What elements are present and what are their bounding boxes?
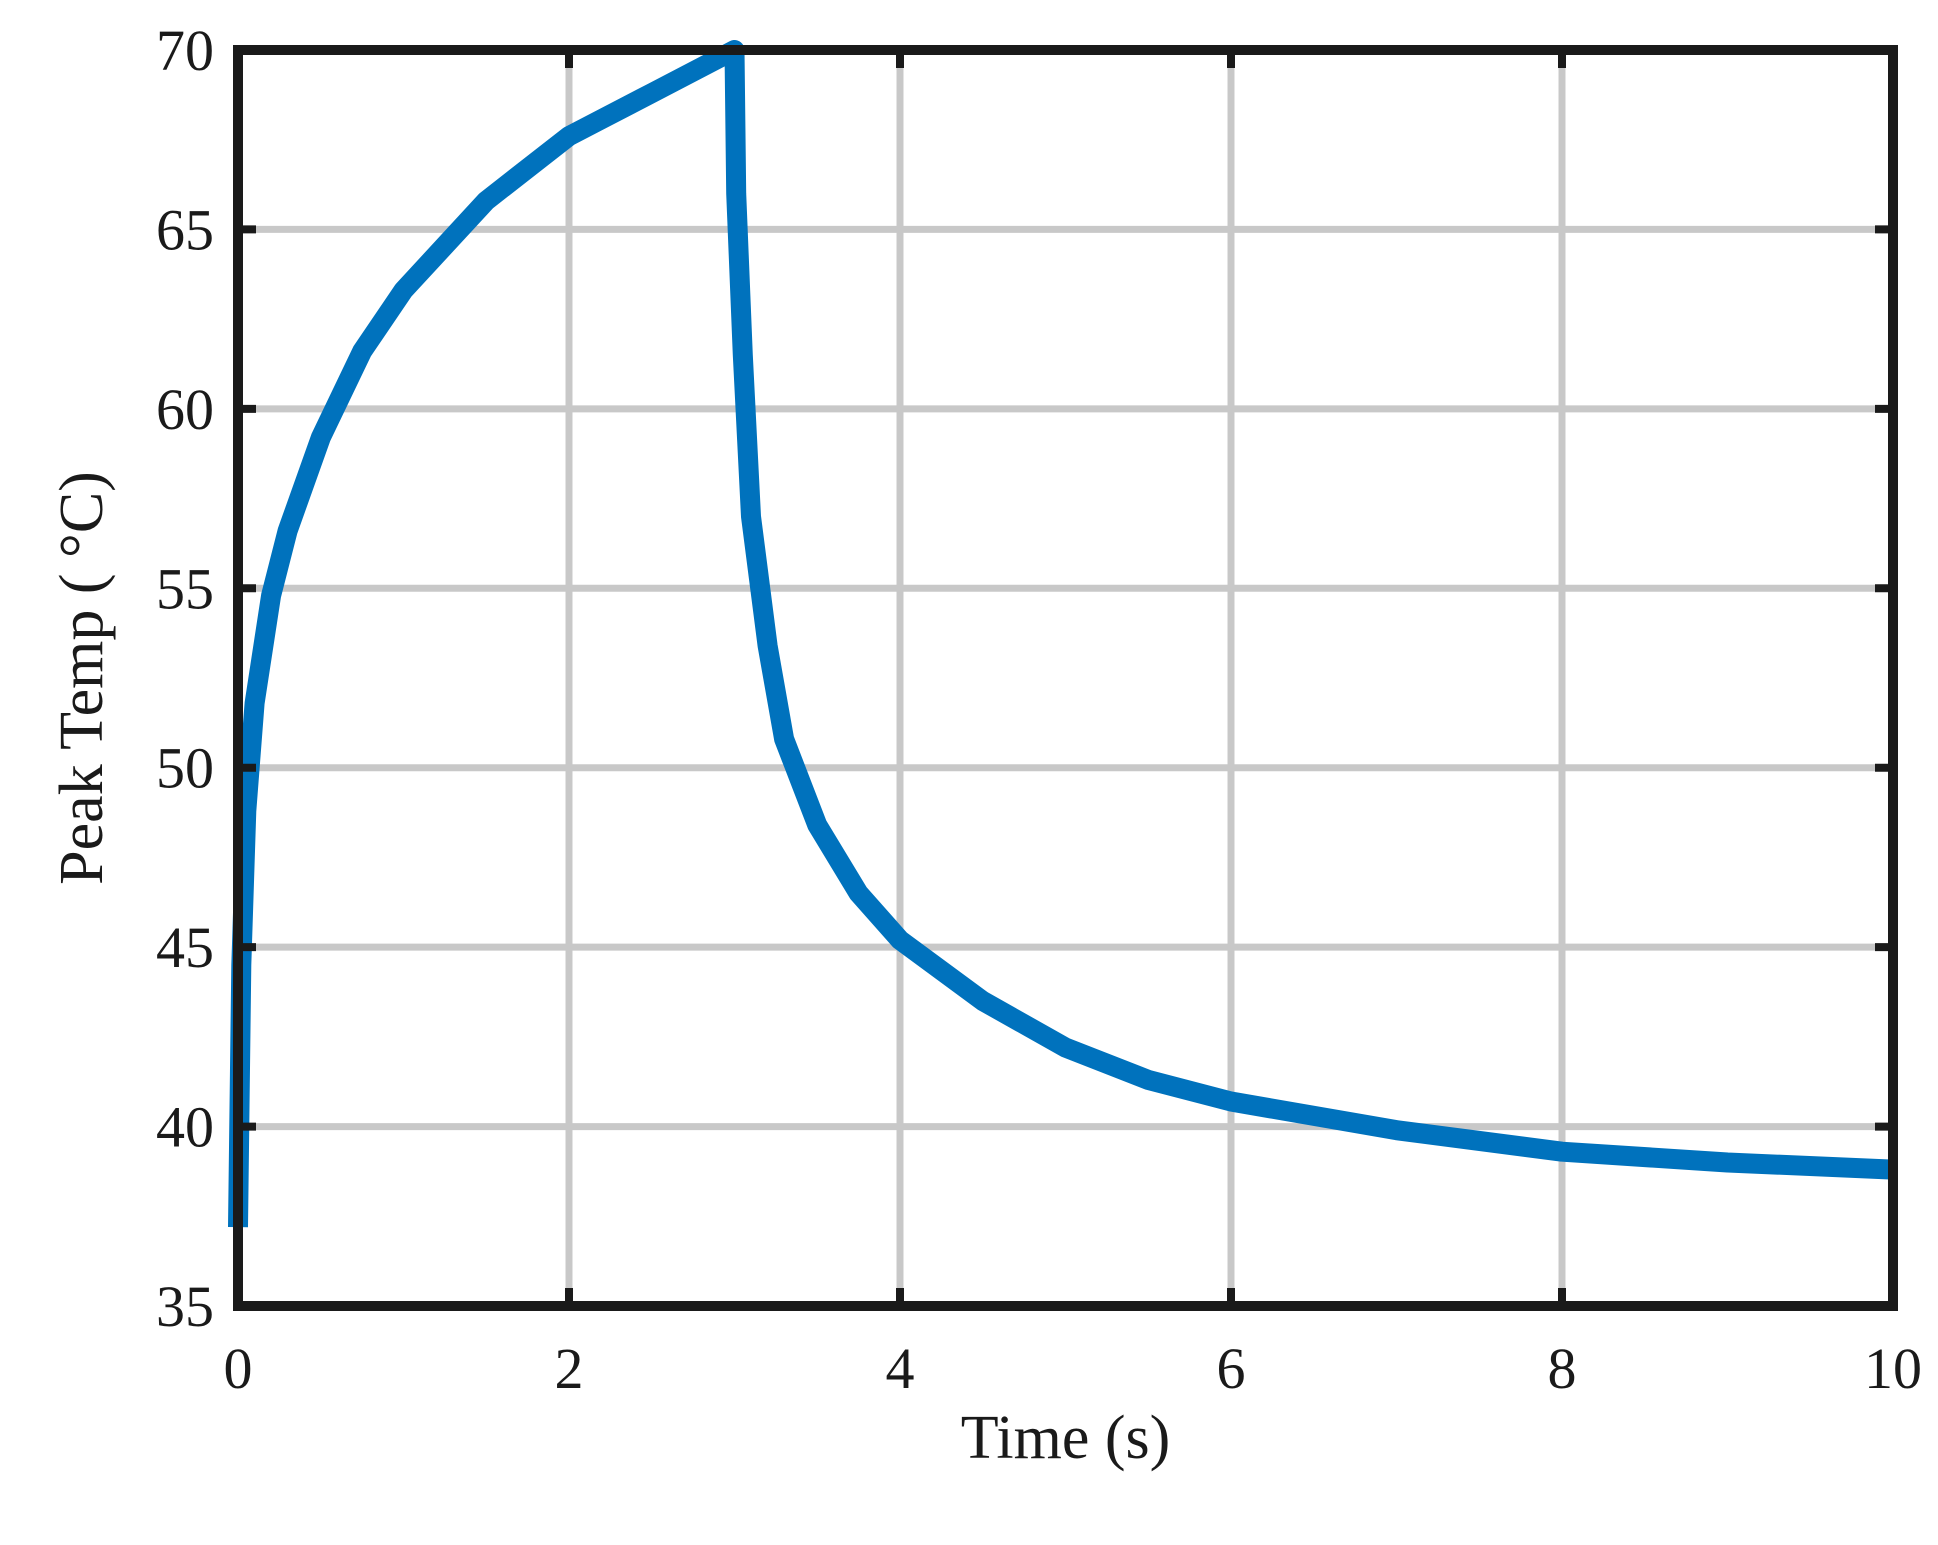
y-tick-label: 50	[156, 736, 214, 801]
series-layer	[228, 40, 1894, 1228]
y-tick-label: 65	[156, 197, 214, 262]
y-tick-label: 60	[156, 377, 214, 442]
x-tick-labels: 0 2 4 6 8 10	[224, 1336, 1923, 1401]
tick-marks	[234, 46, 1897, 1310]
x-axis-label: Time (s)	[961, 1404, 1171, 1472]
x-tick-label: 8	[1548, 1336, 1577, 1401]
x-tick-label: 0	[224, 1336, 253, 1401]
x-tick-label: 10	[1864, 1336, 1922, 1401]
y-tick-label: 55	[156, 556, 214, 621]
series-line-0	[228, 40, 1894, 1228]
y-tick-label: 40	[156, 1095, 214, 1160]
x-tick-label: 4	[886, 1336, 915, 1401]
x-tick-label: 2	[555, 1336, 584, 1401]
x-tick-label: 6	[1217, 1336, 1246, 1401]
y-tick-label: 45	[156, 915, 214, 980]
grid-lines	[238, 50, 1893, 1306]
axes-box	[233, 45, 1898, 1311]
y-tick-label: 35	[156, 1274, 214, 1339]
y-tick-labels: 35 40 45 50 55 60 65 70	[156, 18, 214, 1339]
y-tick-label: 70	[156, 18, 214, 83]
y-axis-label: Peak Temp ( °C)	[48, 471, 116, 885]
